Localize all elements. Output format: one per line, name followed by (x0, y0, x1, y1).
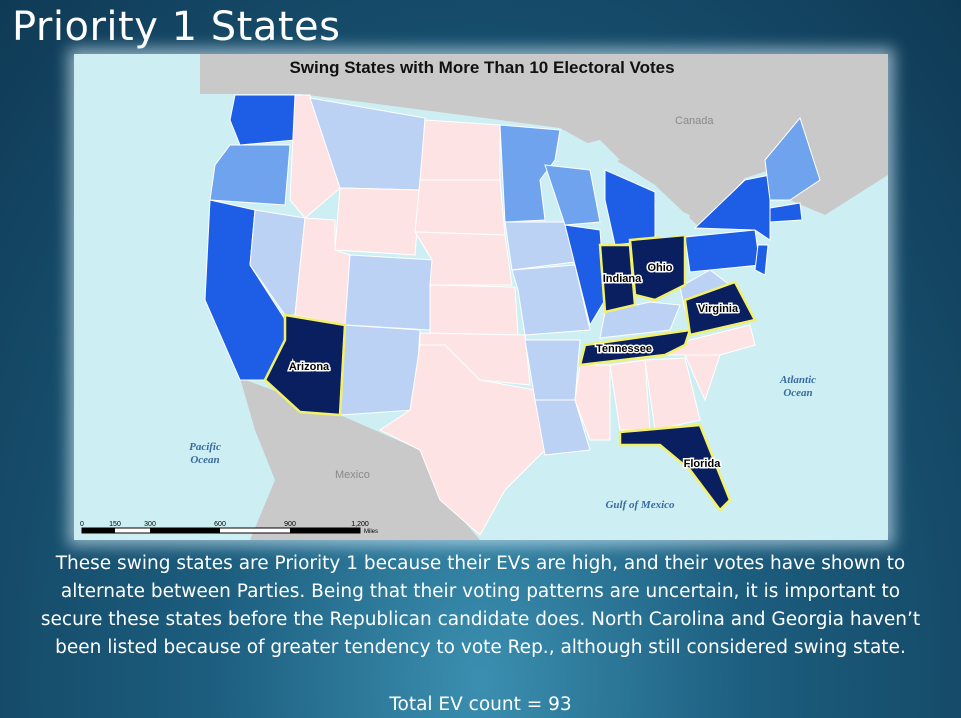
scale-bar-segment (82, 528, 115, 533)
total-line: Total EV count = 93 (389, 694, 572, 715)
state-label: Indiana (603, 273, 642, 285)
state-label: Arizona (289, 361, 330, 373)
state-label: Florida (684, 458, 722, 470)
body-text: These swing states are Priority 1 becaus… (0, 550, 961, 662)
slide-title: Priority 1 States (12, 4, 341, 50)
scale-label: 150 (109, 521, 121, 528)
scale-label: 900 (284, 521, 296, 528)
mexico-land (240, 378, 480, 540)
map-title: Swing States with More Than 10 Electoral… (289, 58, 674, 77)
region-label: Canada (675, 115, 714, 127)
body-line: These swing states are Priority 1 becaus… (55, 553, 906, 574)
scale-label: 0 (80, 521, 84, 528)
ocean-label: Gulf of Mexico (605, 499, 675, 511)
scale-unit: Miles (364, 529, 378, 535)
canada-land (200, 54, 888, 228)
state-label: Virginia (698, 303, 739, 315)
lake (655, 200, 690, 238)
scale-label: 600 (214, 521, 226, 528)
ocean-label: Atlantic Ocean (779, 374, 816, 399)
ocean-label: Pacific Ocean (189, 441, 221, 466)
body-line: been listed because of greater tendency … (55, 637, 906, 658)
state-label: Tennessee (596, 343, 652, 355)
body-line: alternate between Parties. Being that th… (60, 581, 901, 602)
region-label: Mexico (335, 469, 370, 481)
scale-label: 1,200 (351, 521, 369, 528)
state-label: Ohio (647, 262, 672, 274)
lake (560, 140, 620, 170)
states (204, 94, 821, 536)
scale-label: 300 (144, 521, 156, 528)
map: Swing States with More Than 10 Electoral… (74, 54, 888, 540)
body-line: secure these states before the Republica… (40, 609, 921, 630)
scale-bar-segment (150, 528, 220, 533)
scale-bar-segment (290, 528, 360, 533)
